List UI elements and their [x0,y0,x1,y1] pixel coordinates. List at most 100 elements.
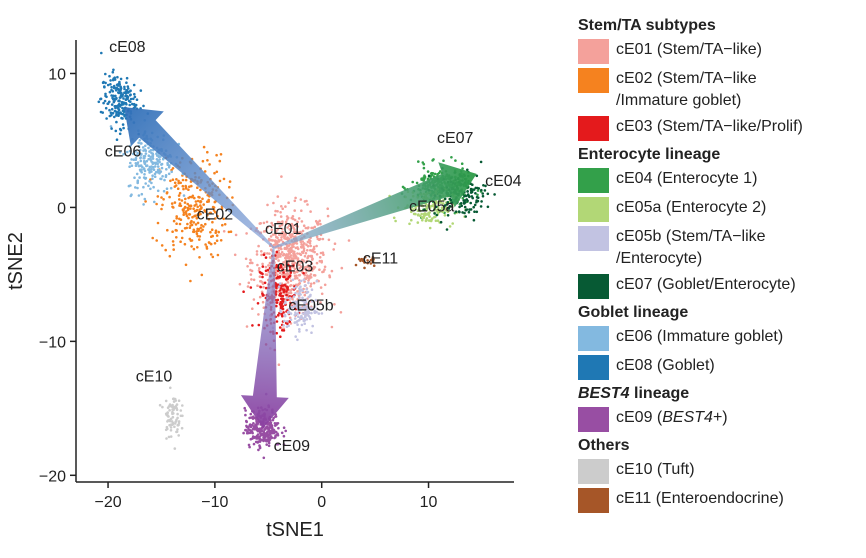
data-point [469,191,473,194]
data-point [333,303,336,306]
data-point [272,428,276,432]
data-point [319,251,323,255]
legend-swatch [578,39,609,64]
legend-label: cE07 (Goblet/Enterocyte) [616,276,796,293]
data-point [424,219,428,223]
data-point [276,276,280,279]
data-point [110,113,113,117]
data-point [137,144,141,148]
data-point [460,204,464,208]
data-point [120,95,123,98]
data-point [151,162,155,166]
data-point [316,223,320,226]
data-point [306,226,310,230]
data-point [188,195,192,199]
axes: −20 −10 0 10 10 0 −10 −20 [39,40,514,511]
data-point [274,209,277,213]
data-point [277,285,281,289]
data-point [115,111,118,115]
data-point [259,431,262,435]
data-point [106,102,109,105]
data-point [392,216,396,220]
data-point [275,250,279,254]
data-point [175,178,178,181]
data-point [160,244,164,247]
data-point [145,164,149,167]
data-point [276,210,279,213]
data-point [437,210,440,213]
data-point [116,106,120,109]
data-point [416,209,420,212]
legend-swatch [578,197,609,222]
data-point [150,181,153,185]
data-point [286,320,289,323]
data-point [280,431,284,435]
legend-swatch [578,488,609,513]
data-point [142,104,145,108]
data-point [339,311,343,314]
data-point [175,430,178,434]
data-point [199,200,203,203]
data-point [178,222,182,226]
data-point [198,210,201,213]
data-point [172,243,175,247]
data-point [193,196,196,200]
data-point [258,275,262,279]
data-point [354,263,358,267]
data-point [173,201,177,204]
data-point [308,241,312,245]
data-point [209,253,213,256]
data-point [267,441,271,445]
data-point [416,213,420,217]
data-point [246,265,249,268]
data-point [245,325,249,328]
data-point [294,230,298,234]
data-point [177,194,181,197]
data-point [252,425,255,428]
data-point [162,198,165,201]
data-point [118,111,122,115]
data-point [274,293,278,296]
data-point [103,85,106,88]
data-point [287,324,290,328]
data-point [178,198,181,201]
x-tick-label: 10 [420,494,438,511]
data-point [301,307,304,310]
legend-item: cE08 (Goblet) [578,355,864,380]
data-point [296,323,299,327]
data-point [142,185,145,189]
data-point [141,146,145,149]
data-point [463,211,466,215]
data-point [177,434,180,437]
data-point [138,176,141,179]
data-point [262,285,265,289]
data-point [152,168,156,171]
data-point [277,426,280,430]
data-point [261,262,264,266]
data-point [214,229,218,232]
data-point [286,322,289,326]
data-point [422,178,426,182]
data-point [276,195,280,198]
data-point [214,217,217,220]
data-point [125,94,129,98]
data-point [214,231,217,234]
data-point [280,305,284,309]
data-point [195,230,198,233]
data-point [157,165,160,168]
data-point [280,312,284,316]
data-point [257,440,260,443]
data-point [432,202,436,206]
data-point [265,433,269,436]
data-point [176,416,179,420]
data-point [305,259,309,263]
data-point [219,239,223,242]
data-point [147,184,150,188]
data-point [288,316,292,320]
data-point [279,264,283,268]
data-point [206,150,209,154]
data-point [425,206,429,209]
data-point [481,192,485,195]
data-point [186,222,189,226]
data-point [123,87,126,91]
